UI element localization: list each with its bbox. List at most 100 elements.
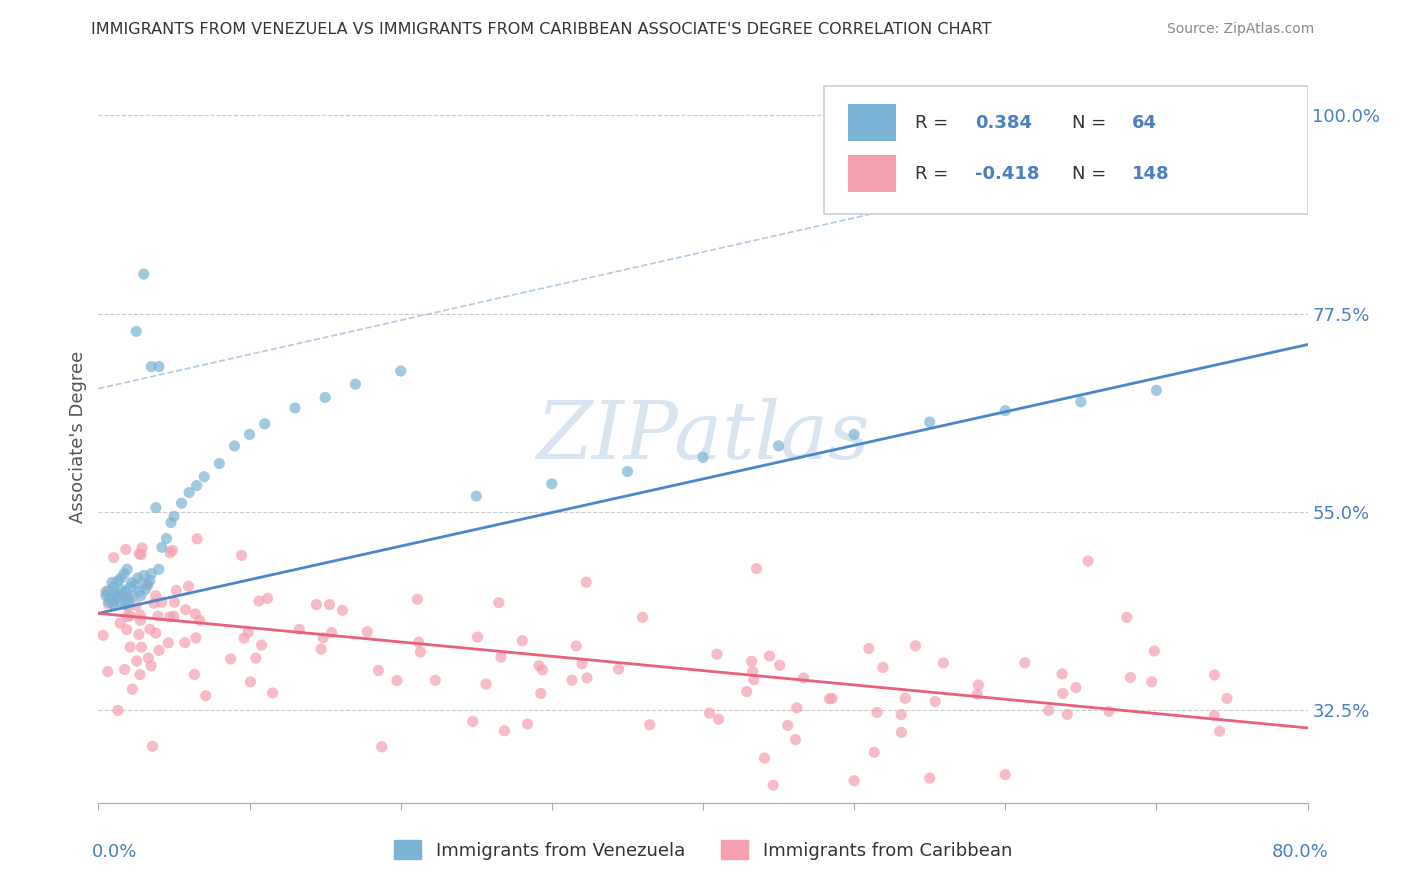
Point — [370, 739, 392, 754]
Point — [120, 640, 142, 654]
Point — [699, 706, 721, 720]
Point — [194, 689, 217, 703]
Point — [344, 377, 367, 392]
Point — [768, 439, 790, 453]
Point — [186, 478, 208, 492]
Point — [97, 597, 120, 611]
Point — [117, 599, 139, 614]
Point — [125, 324, 148, 338]
Point — [321, 625, 343, 640]
Point — [409, 645, 432, 659]
Point — [540, 476, 562, 491]
Text: Source: ZipAtlas.com: Source: ZipAtlas.com — [1167, 22, 1315, 37]
Point — [305, 598, 328, 612]
Point — [1098, 705, 1121, 719]
Point — [904, 639, 927, 653]
Point — [120, 580, 142, 594]
Point — [188, 613, 211, 627]
Text: 0.0%: 0.0% — [91, 843, 136, 861]
Point — [1077, 554, 1099, 568]
Point — [792, 671, 814, 685]
Point — [233, 631, 256, 645]
Point — [516, 717, 538, 731]
Point — [110, 582, 132, 597]
Text: 148: 148 — [1132, 165, 1170, 183]
Point — [858, 641, 880, 656]
Point — [707, 712, 730, 726]
Point — [107, 574, 129, 588]
Point — [128, 547, 150, 561]
Point — [101, 575, 124, 590]
Point — [1064, 681, 1087, 695]
Point — [193, 469, 215, 483]
Point — [250, 638, 273, 652]
Text: N =: N = — [1071, 165, 1112, 183]
Point — [1014, 656, 1036, 670]
Point — [117, 609, 139, 624]
FancyBboxPatch shape — [848, 155, 897, 192]
Point — [148, 643, 170, 657]
Point — [239, 674, 262, 689]
Point — [101, 596, 124, 610]
Point — [163, 509, 186, 524]
Point — [467, 630, 489, 644]
Point — [131, 640, 153, 655]
Point — [139, 659, 162, 673]
Point — [692, 450, 714, 465]
Point — [129, 667, 152, 681]
Point — [1143, 644, 1166, 658]
Point — [174, 603, 197, 617]
Point — [575, 671, 598, 685]
Point — [114, 598, 136, 612]
Point — [148, 562, 170, 576]
Point — [256, 591, 278, 606]
Point — [150, 540, 173, 554]
Text: -0.418: -0.418 — [976, 165, 1039, 183]
Point — [145, 626, 167, 640]
Point — [118, 591, 141, 606]
Point — [314, 391, 336, 405]
Point — [208, 457, 231, 471]
Point — [1144, 384, 1167, 398]
Point — [1052, 686, 1074, 700]
Point — [425, 673, 447, 688]
Point — [107, 590, 129, 604]
Point — [121, 682, 143, 697]
Point — [844, 427, 866, 442]
Point — [239, 427, 262, 442]
Point — [103, 550, 125, 565]
Point — [932, 656, 955, 670]
Point — [135, 577, 157, 591]
Point — [785, 732, 807, 747]
Point — [1208, 724, 1230, 739]
Text: 80.0%: 80.0% — [1272, 843, 1329, 861]
Point — [863, 745, 886, 759]
Point — [745, 561, 768, 575]
Point — [129, 589, 152, 603]
Point — [924, 694, 946, 708]
Point — [94, 584, 117, 599]
Point — [173, 636, 195, 650]
Point — [141, 566, 163, 581]
Point — [139, 622, 162, 636]
Point — [918, 415, 941, 429]
Point — [128, 584, 150, 599]
Point — [741, 665, 763, 679]
Point — [890, 707, 912, 722]
Point — [461, 714, 484, 729]
Point — [890, 725, 912, 739]
Point — [179, 485, 201, 500]
Y-axis label: Associate's Degree: Associate's Degree — [69, 351, 87, 524]
Point — [141, 739, 163, 754]
Point — [100, 591, 122, 606]
FancyBboxPatch shape — [824, 86, 1308, 214]
Point — [129, 548, 152, 562]
FancyBboxPatch shape — [848, 104, 897, 141]
Point — [288, 622, 311, 636]
Point — [786, 701, 808, 715]
Point — [1140, 674, 1163, 689]
Point — [136, 651, 159, 665]
Text: R =: R = — [915, 165, 953, 183]
Point — [112, 566, 135, 581]
Point — [385, 673, 408, 688]
